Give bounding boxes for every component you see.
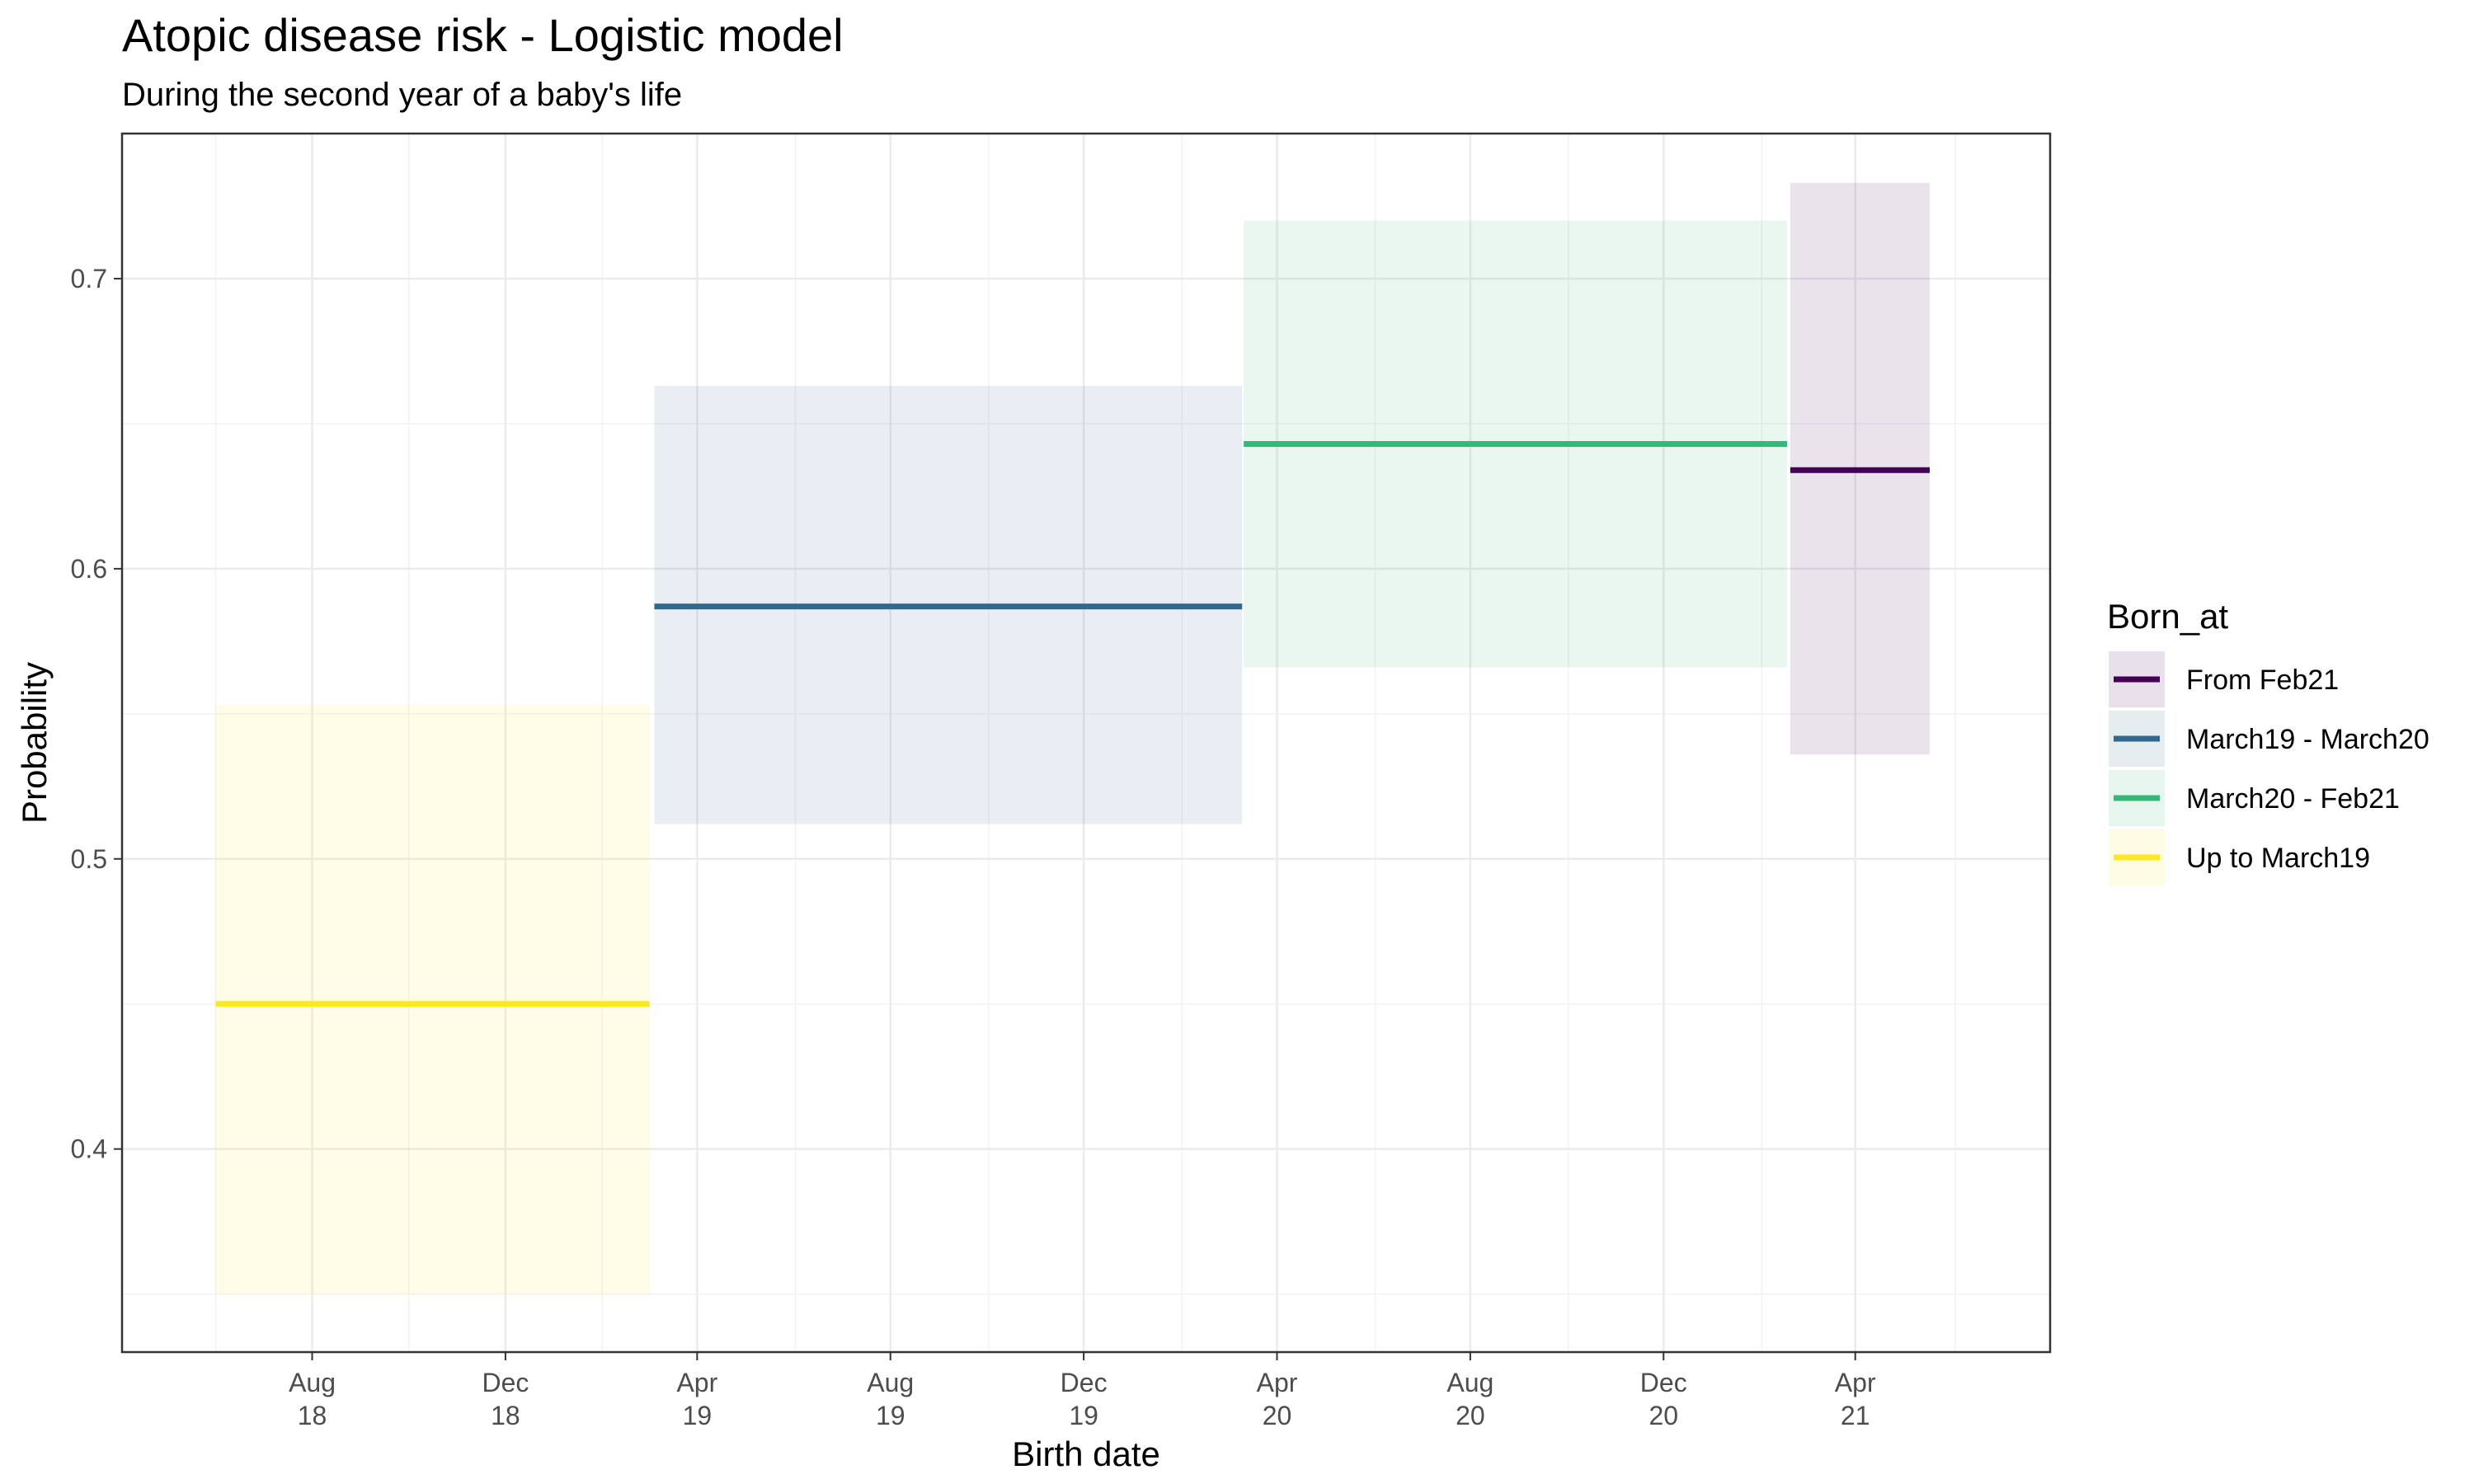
x-tick-label: Apr 21 [1835, 1368, 1876, 1430]
x-tick-label: Aug 19 [867, 1368, 914, 1430]
x-tick-label: Dec 18 [482, 1368, 529, 1430]
legend-label: March19 - March20 [2186, 724, 2429, 755]
confidence-band [215, 705, 650, 1294]
y-tick-label: 0.4 [71, 1134, 107, 1164]
confidence-bands [215, 182, 1930, 1294]
y-tick-label: 0.7 [71, 264, 107, 294]
y-tick-label: 0.6 [71, 554, 107, 584]
legend: Born_at From Feb21 March19 - March20 March… [2107, 597, 2429, 885]
y-axis: 0.4 0.5 0.6 0.7 [71, 264, 122, 1164]
legend-label: March20 - Feb21 [2186, 783, 2400, 815]
x-tick-label: Dec 19 [1061, 1368, 1108, 1430]
x-tick-label: Apr 20 [1257, 1368, 1298, 1430]
grid [122, 133, 2050, 1352]
y-tick-label: 0.5 [71, 844, 107, 874]
x-tick-label: Aug 20 [1446, 1368, 1493, 1430]
plot-panel-border [120, 132, 2052, 1354]
chart-subtitle: During the second year of a baby's life [122, 77, 682, 113]
y-axis-title: Probability [15, 662, 54, 824]
x-tick-label: Apr 19 [676, 1368, 717, 1430]
chart-title: Atopic disease risk - Logistic model [122, 9, 844, 61]
x-axis-title: Birth date [1012, 1435, 1160, 1473]
legend-title: Born_at [2107, 597, 2228, 636]
x-tick-label: Aug 18 [289, 1368, 336, 1430]
estimate-lines [215, 441, 1930, 1007]
legend-label: From Feb21 [2186, 665, 2339, 696]
x-axis: Aug 18 Dec 18 Apr 19 Aug 19 Dec 19 Apr 20 Aug 20 Dec 20… [289, 1352, 1876, 1430]
legend-label: Up to March19 [2186, 843, 2370, 874]
x-tick-label: Dec 20 [1640, 1368, 1687, 1430]
